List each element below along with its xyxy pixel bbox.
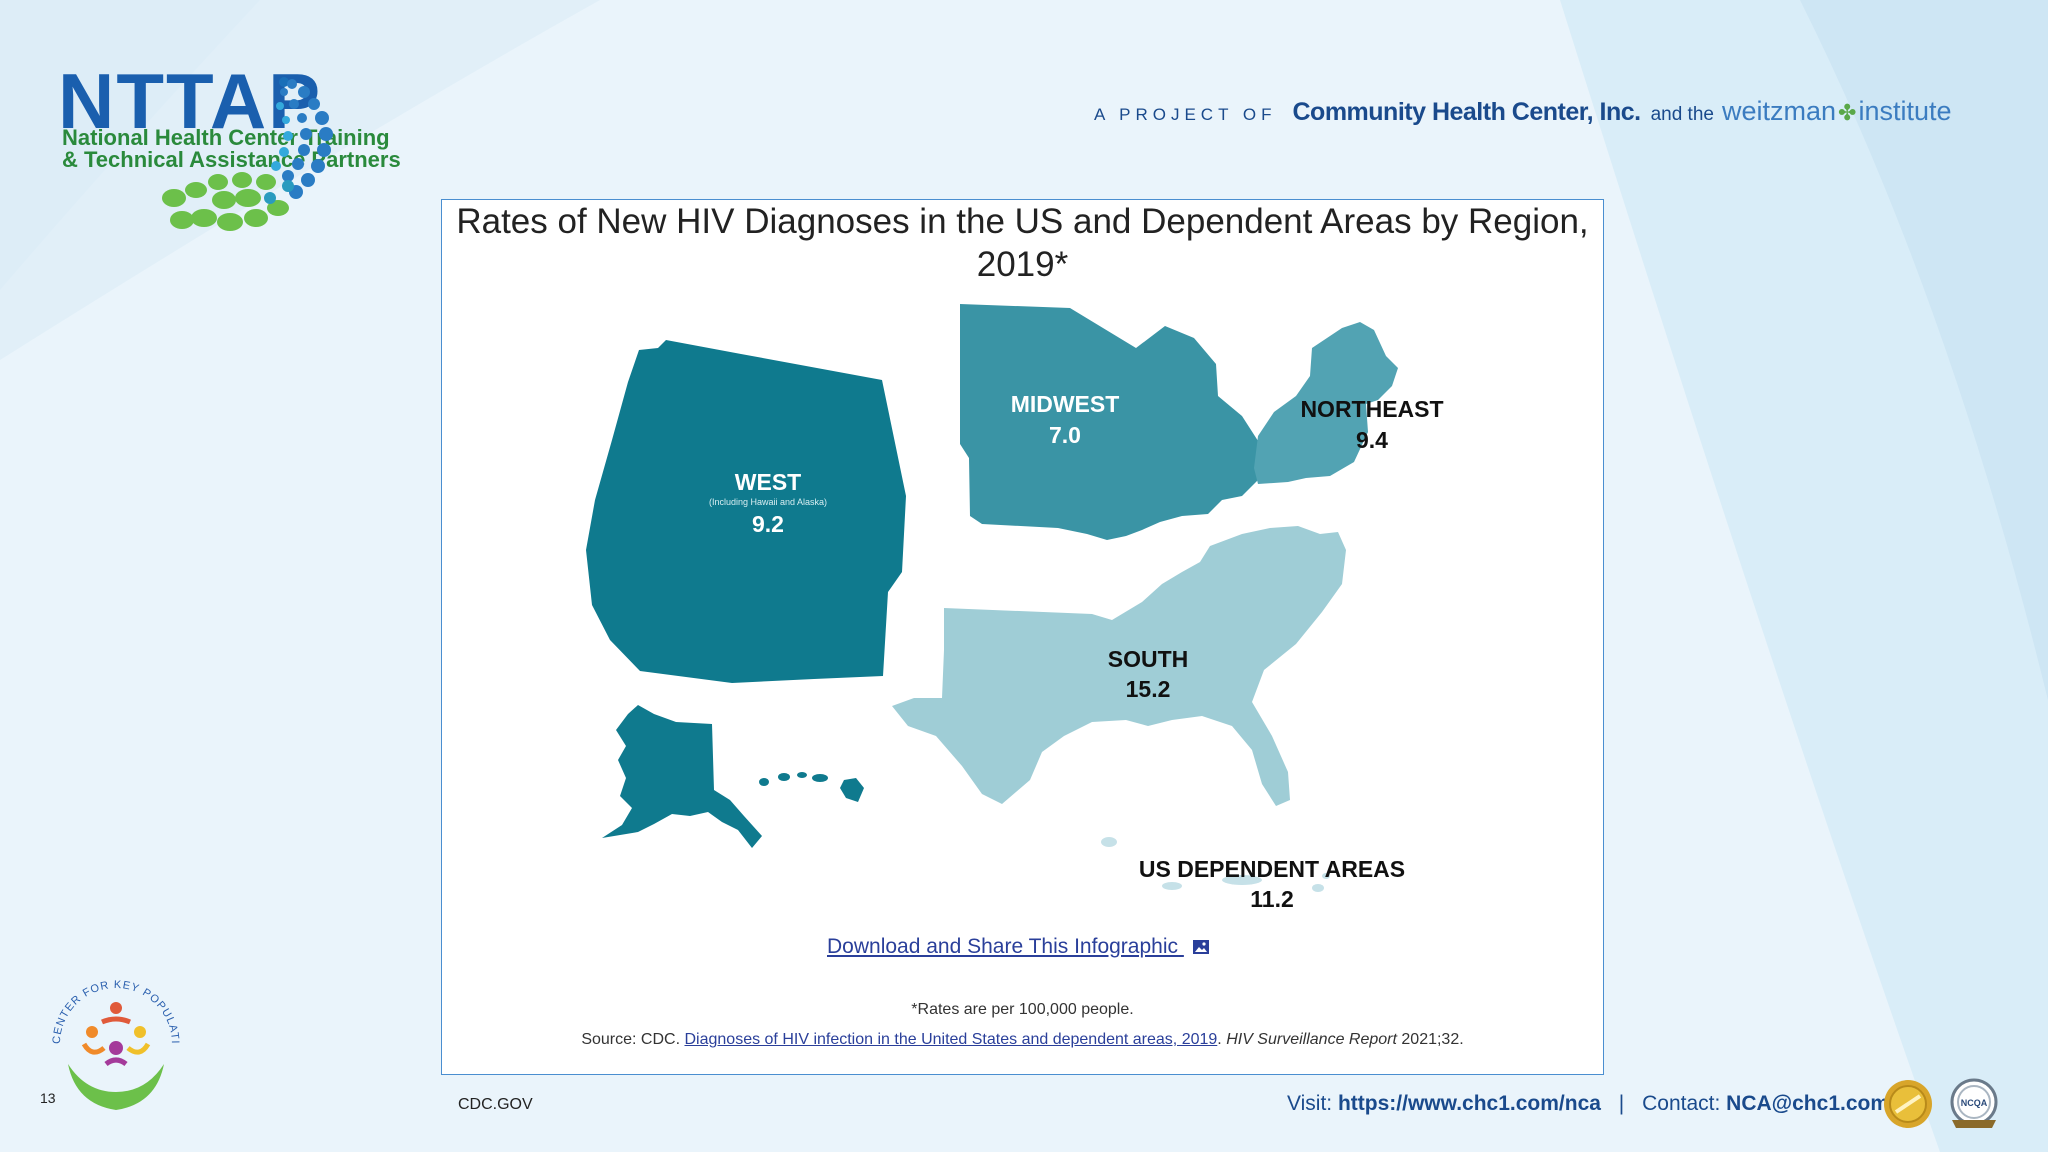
project-of-label: A PROJECT OF	[1094, 105, 1277, 124]
and-the-label: and the	[1650, 104, 1714, 125]
source-journal: HIV Surveillance Report	[1226, 1031, 1397, 1048]
leaf-icon: ✤	[1838, 100, 1857, 125]
contact-separator: |	[1618, 1092, 1625, 1115]
visit-label: Visit:	[1287, 1092, 1333, 1115]
dependent-areas-rate: 11.2	[1250, 886, 1294, 912]
slide-number: 13	[40, 1090, 56, 1106]
weitzman-word: weitzman	[1721, 96, 1837, 126]
dependent-areas-label: US DEPENDENT AREAS	[1139, 856, 1405, 882]
midwest-label: MIDWEST	[1011, 391, 1120, 417]
source-prefix: Source: CDC.	[581, 1031, 681, 1048]
cdc-source-label: CDC.GOV	[458, 1096, 533, 1113]
logo-wordmark: NTTAP	[58, 57, 323, 145]
download-link-label: Download and Share This Infographic	[827, 935, 1179, 958]
accreditation-badges: NCQA	[1884, 1078, 1998, 1128]
center-for-key-populations-logo: CENTER FOR KEY POPULATIONS	[46, 972, 180, 1110]
rates-footnote: *Rates are per 100,000 people.	[911, 1001, 1134, 1018]
northeast-label: NORTHEAST	[1300, 396, 1443, 422]
region-dependent-areas-shape	[1101, 837, 1330, 892]
contact-label: Contact:	[1642, 1092, 1721, 1115]
region-midwest-shape	[960, 304, 1260, 540]
region-northeast-shape	[1254, 322, 1398, 484]
west-rate: 9.2	[752, 511, 784, 537]
title-line1: Rates of New HIV Diagnoses in the US and…	[456, 202, 1589, 241]
nttap-logo: NTTAP National Health Center Training & …	[58, 62, 478, 252]
download-infographic-link[interactable]: Download and Share This Infographic	[827, 935, 1210, 959]
midwest-rate: 7.0	[1049, 422, 1081, 448]
contact-email-link[interactable]: NCA@chc1.com	[1726, 1092, 1890, 1115]
region-hawaii-shape	[759, 772, 864, 802]
logo-dots-icon	[162, 77, 333, 231]
region-south-shape	[892, 526, 1346, 806]
source-citation: Source: CDC. Diagnoses of HIV infection …	[581, 1031, 1464, 1048]
gold-seal-icon	[1884, 1080, 1932, 1128]
image-icon	[1192, 940, 1209, 954]
project-attribution: A PROJECT OF Community Health Center, In…	[1094, 96, 1952, 132]
title-line2: 2019*	[976, 245, 1069, 284]
infographic-title: Rates of New HIV Diagnoses in the US and…	[442, 200, 1603, 286]
south-rate: 15.2	[1126, 676, 1171, 702]
institute-word: institute	[1858, 96, 1952, 126]
region-west-shape	[586, 340, 906, 683]
ncqa-badge-text: NCQA	[1961, 1098, 1988, 1108]
chc-name: Community Health Center, Inc.	[1292, 98, 1642, 126]
region-alaska-shape	[602, 705, 762, 848]
contact-line: Visit: https://www.chc1.com/nca | Contac…	[1287, 1092, 1889, 1116]
weitzman-institute-logo: weitzman✤institute	[1722, 96, 1952, 127]
ncqa-badge-icon: NCQA	[1950, 1078, 1998, 1128]
northeast-rate: 9.4	[1356, 427, 1388, 453]
visit-url-link[interactable]: https://www.chc1.com/nca	[1337, 1092, 1601, 1115]
logo-subtitle-line1: National Health Center Training	[62, 125, 390, 150]
source-suffix: 2021;32.	[1401, 1031, 1464, 1048]
west-label: WEST	[735, 469, 801, 495]
west-note: (Including Hawaii and Alaska)	[709, 497, 827, 507]
south-label: SOUTH	[1108, 646, 1189, 672]
infographic-card: Rates of New HIV Diagnoses in the US and…	[441, 199, 1604, 1075]
logo-subtitle-line2: & Technical Assistance Partners	[62, 147, 401, 172]
us-region-map: WEST (Including Hawaii and Alaska) 9.2 M…	[586, 304, 1444, 912]
source-report-link[interactable]: Diagnoses of HIV infection in the United…	[684, 1031, 1218, 1048]
